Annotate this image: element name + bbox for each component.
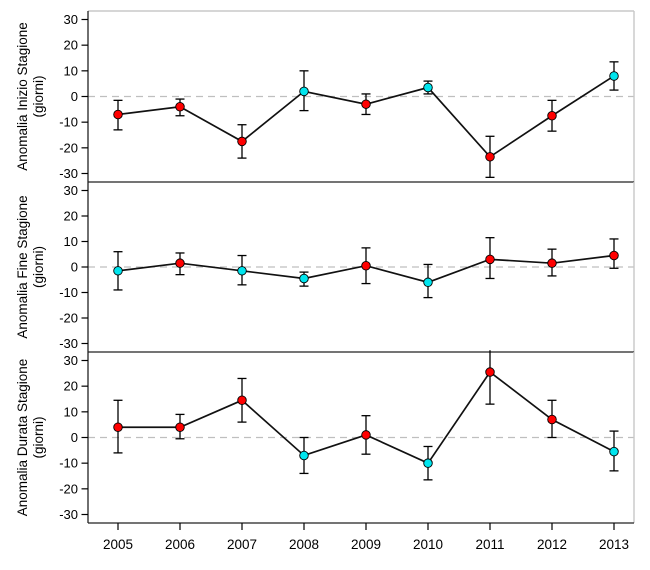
data-point-inizio-2010 <box>423 82 433 93</box>
data-point-durata-2007 <box>237 395 247 406</box>
x-tick-label-2006: 2006 <box>165 537 195 552</box>
y-tick-label: -30 <box>59 336 78 351</box>
data-point-durata-2013 <box>609 446 619 457</box>
y-tick-label: 0 <box>71 89 78 104</box>
y-tick-label: 10 <box>64 404 78 419</box>
data-point-fine-2007 <box>237 266 247 276</box>
y-axis-title-line1: Anomalia Fine Stagione <box>15 195 30 338</box>
data-point-fine-2012 <box>547 258 557 268</box>
error-bar-durata-2011 <box>485 350 495 405</box>
data-point-durata-2009 <box>361 430 371 440</box>
data-point-fine-2008 <box>299 273 309 284</box>
data-point-inizio-2005 <box>113 109 123 120</box>
x-tick-label-2012: 2012 <box>537 537 567 552</box>
y-tick-label: 20 <box>64 209 78 224</box>
panel-inizio: -30 -20 -10 0 10 20 30 Anomalia Inizio Stagione… <box>15 10 635 183</box>
x-axis: 2005 2006 2007 2008 2009 2010 2011 2012 2013 <box>103 523 629 552</box>
data-point-fine-2013 <box>609 250 619 261</box>
x-tick-label-2008: 2008 <box>289 537 319 552</box>
y-tick-label: -10 <box>59 456 78 471</box>
data-point-inizio-2012 <box>547 110 557 121</box>
y-tick-label: 0 <box>71 260 78 275</box>
y-tick-label: -30 <box>59 507 78 522</box>
y-tick-label: -10 <box>59 285 78 300</box>
y-tick-label: 10 <box>64 234 78 249</box>
data-point-durata-2011 <box>485 367 495 377</box>
y-axis-title-line2: (giorni) <box>31 75 46 117</box>
x-tick-label-2011: 2011 <box>475 537 504 552</box>
data-point-inizio-2009 <box>361 99 371 109</box>
series-line-inizio <box>117 75 615 158</box>
x-tick-label-2007: 2007 <box>227 537 257 552</box>
y-tick-label: 20 <box>64 38 78 53</box>
y-tick-label: 20 <box>64 379 78 394</box>
data-point-durata-2012 <box>547 414 557 425</box>
data-point-fine-2010 <box>423 277 433 288</box>
data-point-durata-2005 <box>113 422 123 432</box>
y-tick-label: -20 <box>59 140 78 155</box>
x-tick-label-2005: 2005 <box>103 537 133 552</box>
data-point-durata-2006 <box>175 422 185 432</box>
x-tick-label-2009: 2009 <box>351 537 381 552</box>
x-tick-label-2010: 2010 <box>413 537 443 552</box>
y-tick-label: -30 <box>59 166 78 181</box>
y-axis-title-line2: (giorni) <box>31 416 46 458</box>
data-point-fine-2005 <box>113 266 123 276</box>
data-point-inizio-2008 <box>299 86 309 97</box>
data-point-durata-2010 <box>423 458 433 468</box>
data-point-fine-2011 <box>485 254 495 265</box>
data-point-inizio-2007 <box>237 136 247 147</box>
data-point-fine-2009 <box>361 260 371 271</box>
y-tick-label: 30 <box>64 353 78 368</box>
y-tick-label: 30 <box>64 183 78 198</box>
y-tick-label: -20 <box>59 311 78 326</box>
panel-durata: -30 -20 -10 0 10 20 30 Anomalia Durata Stagione… <box>15 350 635 524</box>
y-tick-label: -10 <box>59 115 78 130</box>
x-tick-label-2013: 2013 <box>599 537 629 552</box>
y-axis-title-line1: Anomalia Inizio Stagione <box>15 22 30 171</box>
y-axis-title-line2: (giorni) <box>31 246 46 288</box>
data-point-inizio-2006 <box>175 102 185 112</box>
y-tick-label: -20 <box>59 481 78 496</box>
data-point-durata-2008 <box>299 450 309 461</box>
y-tick-label: 0 <box>71 430 78 445</box>
panel-fine: -30 -20 -10 0 10 20 30 Anomalia Fine Stagione (g… <box>15 182 635 353</box>
y-tick-label: 30 <box>64 12 78 27</box>
data-point-inizio-2013 <box>609 71 619 81</box>
data-point-fine-2006 <box>175 258 185 268</box>
data-point-inizio-2011 <box>485 152 495 162</box>
y-tick-label: 10 <box>64 63 78 78</box>
y-axis-title-line1: Anomalia Durata Stagione <box>15 359 30 517</box>
